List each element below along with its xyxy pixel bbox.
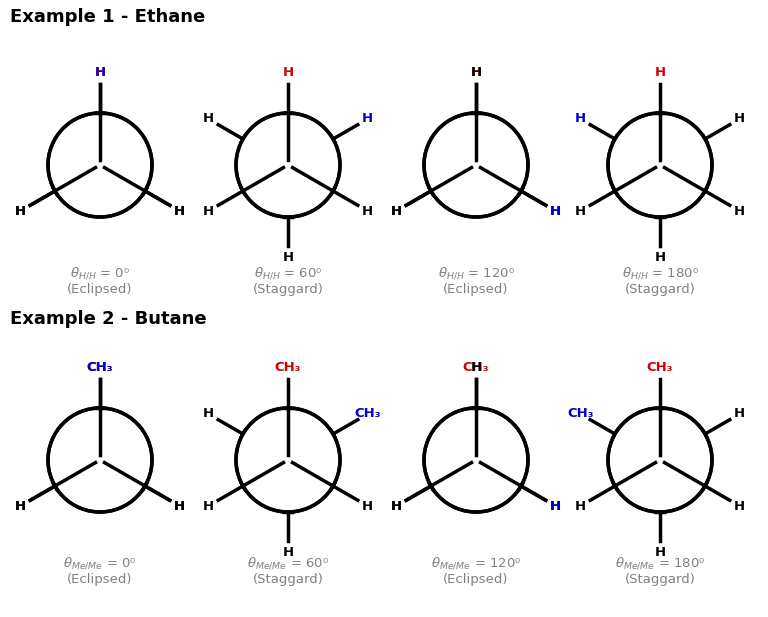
Text: H: H	[574, 112, 586, 125]
Text: H: H	[283, 545, 293, 558]
Text: $\theta_{H/H}$ = 0⁰: $\theta_{H/H}$ = 0⁰	[70, 265, 130, 281]
Text: H: H	[734, 112, 745, 125]
Text: CH₃: CH₃	[567, 407, 594, 420]
Text: CH₃: CH₃	[647, 362, 674, 375]
Text: H: H	[283, 251, 293, 263]
Text: H: H	[734, 500, 745, 513]
Text: H: H	[174, 204, 185, 218]
Text: CH₃: CH₃	[87, 362, 113, 375]
Text: H: H	[471, 362, 482, 375]
Circle shape	[608, 113, 712, 217]
Text: H: H	[362, 500, 373, 513]
Text: H: H	[203, 204, 214, 218]
Text: CH₃: CH₃	[463, 362, 489, 375]
Text: H: H	[734, 407, 745, 420]
Text: (Eclipsed): (Eclipsed)	[68, 573, 133, 586]
Text: (Eclipsed): (Eclipsed)	[443, 573, 508, 586]
Text: (Eclipsed): (Eclipsed)	[68, 283, 133, 296]
Text: $\theta_{Me/Me}$ = 180⁰: $\theta_{Me/Me}$ = 180⁰	[614, 555, 705, 571]
Text: H: H	[391, 500, 402, 513]
Text: H: H	[550, 204, 561, 218]
Text: H: H	[734, 204, 745, 218]
Circle shape	[48, 113, 152, 217]
Text: H: H	[391, 204, 402, 218]
Text: H: H	[283, 67, 293, 80]
Text: H: H	[550, 204, 561, 218]
Text: $\theta_{H/H}$ = 60⁰: $\theta_{H/H}$ = 60⁰	[253, 265, 323, 281]
Text: $\theta_{Me/Me}$ = 120⁰: $\theta_{Me/Me}$ = 120⁰	[431, 555, 521, 571]
Circle shape	[424, 408, 528, 512]
Text: H: H	[174, 500, 185, 513]
Text: H: H	[574, 204, 586, 218]
Text: CH₃: CH₃	[275, 362, 301, 375]
Text: H: H	[94, 67, 105, 80]
Text: (Staggard): (Staggard)	[253, 573, 323, 586]
Text: H: H	[15, 204, 26, 218]
Text: H: H	[362, 112, 373, 125]
Text: H: H	[550, 500, 561, 513]
Text: Example 2 - Butane: Example 2 - Butane	[10, 310, 207, 328]
Text: H: H	[94, 67, 105, 80]
Circle shape	[424, 113, 528, 217]
Circle shape	[236, 113, 340, 217]
Text: H: H	[654, 545, 666, 558]
Text: H: H	[203, 112, 214, 125]
Text: H: H	[15, 500, 26, 513]
Text: H: H	[174, 204, 185, 218]
Text: $\theta_{H/H}$ = 180⁰: $\theta_{H/H}$ = 180⁰	[621, 265, 698, 281]
Circle shape	[48, 408, 152, 512]
Circle shape	[608, 408, 712, 512]
Text: (Eclipsed): (Eclipsed)	[443, 283, 508, 296]
Circle shape	[236, 408, 340, 512]
Text: H: H	[15, 500, 26, 513]
Text: H: H	[471, 67, 482, 80]
Text: H: H	[203, 500, 214, 513]
Text: $\theta_{Me/Me}$ = 0⁰: $\theta_{Me/Me}$ = 0⁰	[63, 555, 137, 571]
Text: H: H	[574, 500, 586, 513]
Text: H: H	[174, 500, 185, 513]
Text: H: H	[362, 204, 373, 218]
Text: H: H	[654, 251, 666, 263]
Text: $\theta_{H/H}$ = 120⁰: $\theta_{H/H}$ = 120⁰	[438, 265, 515, 281]
Text: H: H	[391, 204, 402, 218]
Text: $\theta_{Me/Me}$ = 60⁰: $\theta_{Me/Me}$ = 60⁰	[247, 555, 329, 571]
Text: H: H	[391, 500, 402, 513]
Text: H: H	[550, 500, 561, 513]
Text: H: H	[471, 67, 482, 80]
Text: CH₃: CH₃	[355, 407, 381, 420]
Text: H: H	[15, 204, 26, 218]
Text: (Staggard): (Staggard)	[624, 573, 696, 586]
Text: CH₃: CH₃	[87, 362, 113, 375]
Text: (Staggard): (Staggard)	[253, 283, 323, 296]
Text: Example 1 - Ethane: Example 1 - Ethane	[10, 8, 205, 26]
Text: H: H	[654, 67, 666, 80]
Text: (Staggard): (Staggard)	[624, 283, 696, 296]
Text: H: H	[203, 407, 214, 420]
